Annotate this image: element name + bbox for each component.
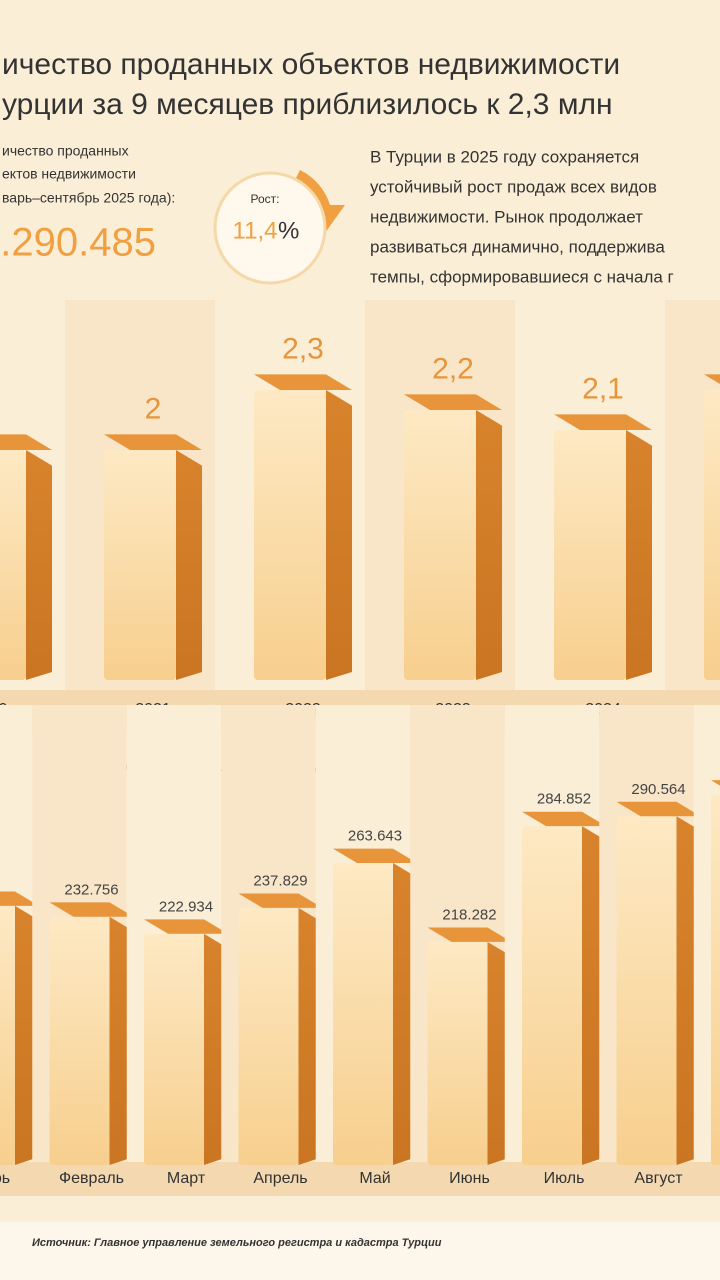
summary-label: ичество проданных — [2, 143, 129, 159]
value-label: 237.829 — [253, 872, 307, 889]
growth-value: 11,4 — [233, 217, 278, 244]
bar — [404, 410, 476, 680]
description: В Турции в 2025 году сохраняется устойчив… — [370, 147, 674, 286]
bar-top — [144, 919, 228, 934]
bar — [333, 863, 393, 1165]
x-tick-label: Август — [634, 1170, 683, 1187]
source: Источник: Главное управление земельного … — [32, 1237, 442, 1249]
bar — [0, 905, 15, 1165]
bar — [427, 941, 488, 1165]
footer-band — [0, 1222, 720, 1280]
bar — [49, 916, 110, 1165]
growth-unit: % — [278, 217, 299, 244]
x-tick-label: Июнь — [449, 1170, 490, 1187]
growth-circle — [213, 171, 327, 285]
description-line: В Турции в 2025 году сохраняется — [370, 147, 639, 166]
summary-label: варь–сентябрь 2025 года): — [2, 190, 175, 206]
bar — [238, 907, 299, 1165]
bar-side — [326, 390, 352, 680]
bar — [616, 816, 677, 1165]
summary-label: ектов недвижимости — [2, 166, 136, 182]
bar-top — [522, 811, 606, 827]
value-label: 2,3 — [282, 332, 324, 365]
bar — [254, 390, 326, 680]
x-tick-label: Февраль — [59, 1170, 124, 1187]
bar-top — [104, 434, 202, 450]
bar-top — [333, 848, 417, 864]
x-tick-label: Апрель — [253, 1170, 307, 1187]
bar-top — [554, 414, 652, 430]
value-label: 263.643 — [348, 828, 402, 845]
bar-top — [0, 434, 52, 450]
description-line: развиваться динамично, поддержива — [370, 237, 665, 256]
title-line: урции за 9 месяцев приблизилось к 2,3 мл… — [2, 88, 613, 121]
x-tick-label: Март — [167, 1170, 206, 1187]
bar — [144, 933, 204, 1165]
bar-top — [49, 902, 134, 917]
description-line: недвижимости. Рынок продолжает — [370, 207, 643, 226]
value-label: 290.564 — [631, 781, 685, 798]
description-line: устойчивый рост продаж всех видов — [370, 177, 657, 196]
bar — [522, 826, 582, 1165]
bar-top — [711, 780, 720, 786]
value-label: 232.756 — [64, 881, 118, 898]
charts: ство проданных объектов недвижимости по … — [0, 300, 720, 1196]
x-tick-label: арь — [0, 1170, 10, 1187]
value-label: 222.934 — [159, 898, 213, 915]
bar-top — [427, 927, 512, 942]
category-band — [0, 1162, 720, 1196]
bar-top — [0, 891, 39, 906]
bar-top — [238, 893, 323, 908]
x-tick-label: Май — [359, 1170, 390, 1187]
bar — [711, 794, 720, 1165]
total: 2.290.485 — [0, 221, 156, 265]
bar — [554, 430, 626, 680]
description-line: темпы, сформировавшиеся с начала г — [370, 267, 674, 286]
value-label: 2,2 — [432, 352, 474, 385]
x-tick-label: Июль — [544, 1170, 585, 1187]
bar — [704, 390, 720, 680]
bar — [104, 450, 176, 680]
bar-top — [404, 394, 502, 410]
value-label: 2 — [145, 392, 162, 425]
value-label: 2,1 — [582, 372, 624, 405]
bar — [0, 450, 26, 680]
title-line: ичество проданных объектов недвижимости — [2, 48, 620, 81]
bar-side — [176, 450, 202, 680]
value-label: 218.282 — [442, 906, 496, 923]
bar-side — [476, 410, 502, 680]
bar-side — [626, 430, 652, 680]
value-label: 284.852 — [537, 791, 591, 808]
bar-top — [254, 374, 352, 390]
growth-label: Рост: — [251, 192, 280, 206]
bar-side — [26, 450, 52, 680]
bar-top — [616, 801, 701, 817]
